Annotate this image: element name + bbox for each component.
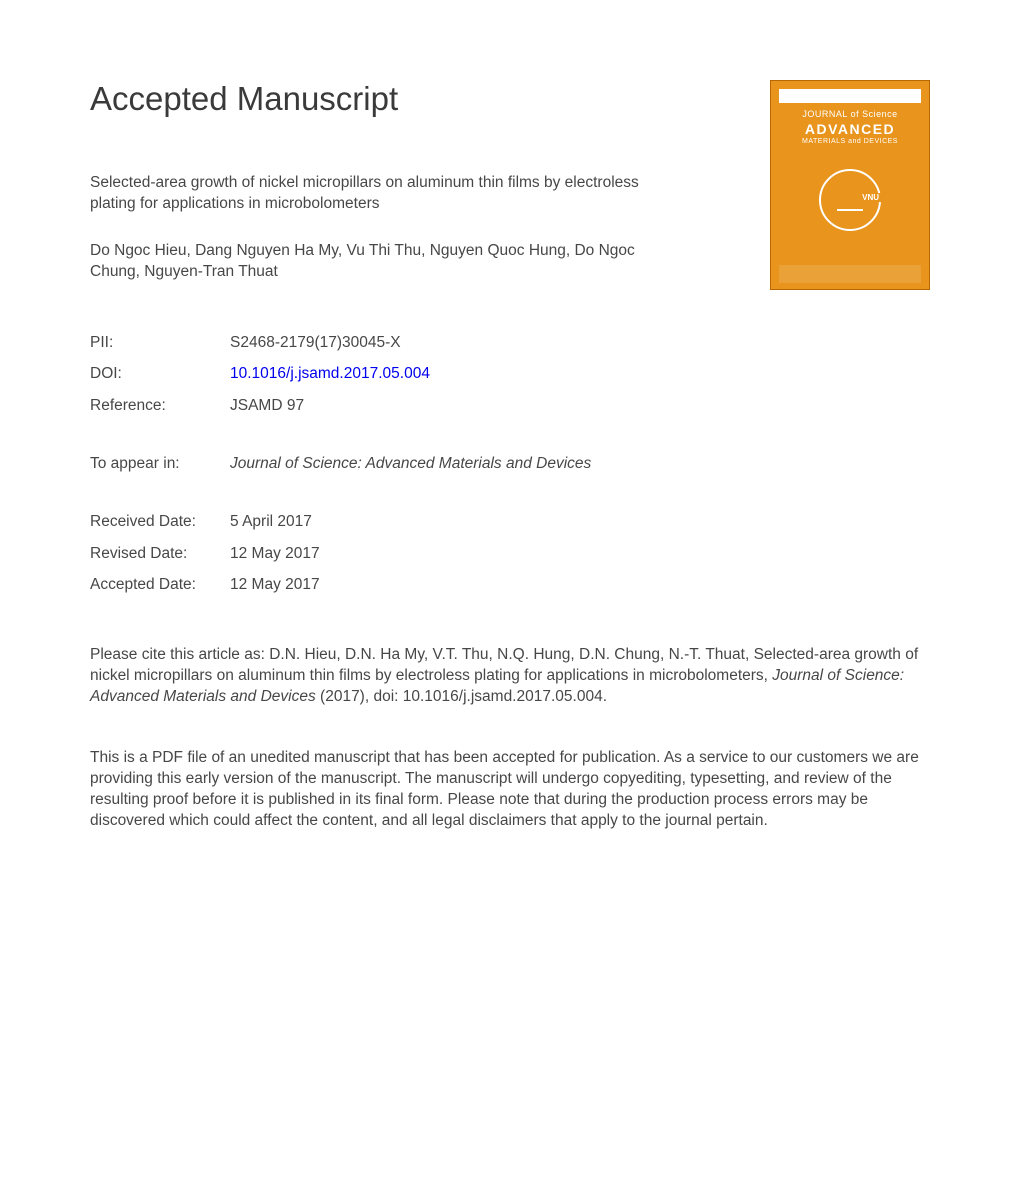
pii-value: S2468-2179(17)30045-X: [230, 327, 401, 359]
cover-advanced: ADVANCED: [779, 121, 921, 137]
doi-link[interactable]: 10.1016/j.jsamd.2017.05.004: [230, 358, 430, 390]
cover-journal-line: JOURNAL of Science: [779, 109, 921, 119]
journal-cover-thumbnail: JOURNAL of Science ADVANCED MATERIALS an…: [770, 80, 930, 290]
received-label: Received Date:: [90, 506, 230, 538]
to-appear-value: Journal of Science: Advanced Materials a…: [230, 448, 591, 480]
article-title: Selected-area growth of nickel micropill…: [90, 173, 650, 215]
metadata-block-ids: PII: S2468-2179(17)30045-X DOI: 10.1016/…: [90, 327, 930, 422]
revised-value: 12 May 2017: [230, 538, 320, 570]
accepted-value: 12 May 2017: [230, 569, 320, 601]
cover-logo-circle: VNU: [819, 169, 881, 231]
citation-suffix: (2017), doi: 10.1016/j.jsamd.2017.05.004…: [316, 688, 607, 705]
revised-row: Revised Date: 12 May 2017: [90, 538, 930, 570]
pii-label: PII:: [90, 327, 230, 359]
cover-top-strip: [779, 89, 921, 103]
cover-book-icon: [837, 209, 863, 223]
cover-vnu-label: VNU: [860, 193, 881, 202]
cover-footer-strip: [779, 265, 921, 283]
doi-row: DOI: 10.1016/j.jsamd.2017.05.004: [90, 358, 930, 390]
accepted-row: Accepted Date: 12 May 2017: [90, 569, 930, 601]
cover-subline: MATERIALS and DEVICES: [779, 138, 921, 145]
disclaimer-paragraph: This is a PDF file of an unedited manusc…: [90, 748, 930, 832]
reference-label: Reference:: [90, 390, 230, 422]
doi-label: DOI:: [90, 358, 230, 390]
authors-list: Do Ngoc Hieu, Dang Nguyen Ha My, Vu Thi …: [90, 241, 650, 283]
to-appear-label: To appear in:: [90, 448, 230, 480]
accepted-label: Accepted Date:: [90, 569, 230, 601]
dates-block: Received Date: 5 April 2017 Revised Date…: [90, 506, 930, 601]
received-value: 5 April 2017: [230, 506, 312, 538]
to-appear-row: To appear in: Journal of Science: Advanc…: [90, 448, 930, 480]
revised-label: Revised Date:: [90, 538, 230, 570]
pii-row: PII: S2468-2179(17)30045-X: [90, 327, 930, 359]
reference-value: JSAMD 97: [230, 390, 304, 422]
to-appear-block: To appear in: Journal of Science: Advanc…: [90, 448, 930, 480]
citation-paragraph: Please cite this article as: D.N. Hieu, …: [90, 645, 930, 708]
reference-row: Reference: JSAMD 97: [90, 390, 930, 422]
received-row: Received Date: 5 April 2017: [90, 506, 930, 538]
